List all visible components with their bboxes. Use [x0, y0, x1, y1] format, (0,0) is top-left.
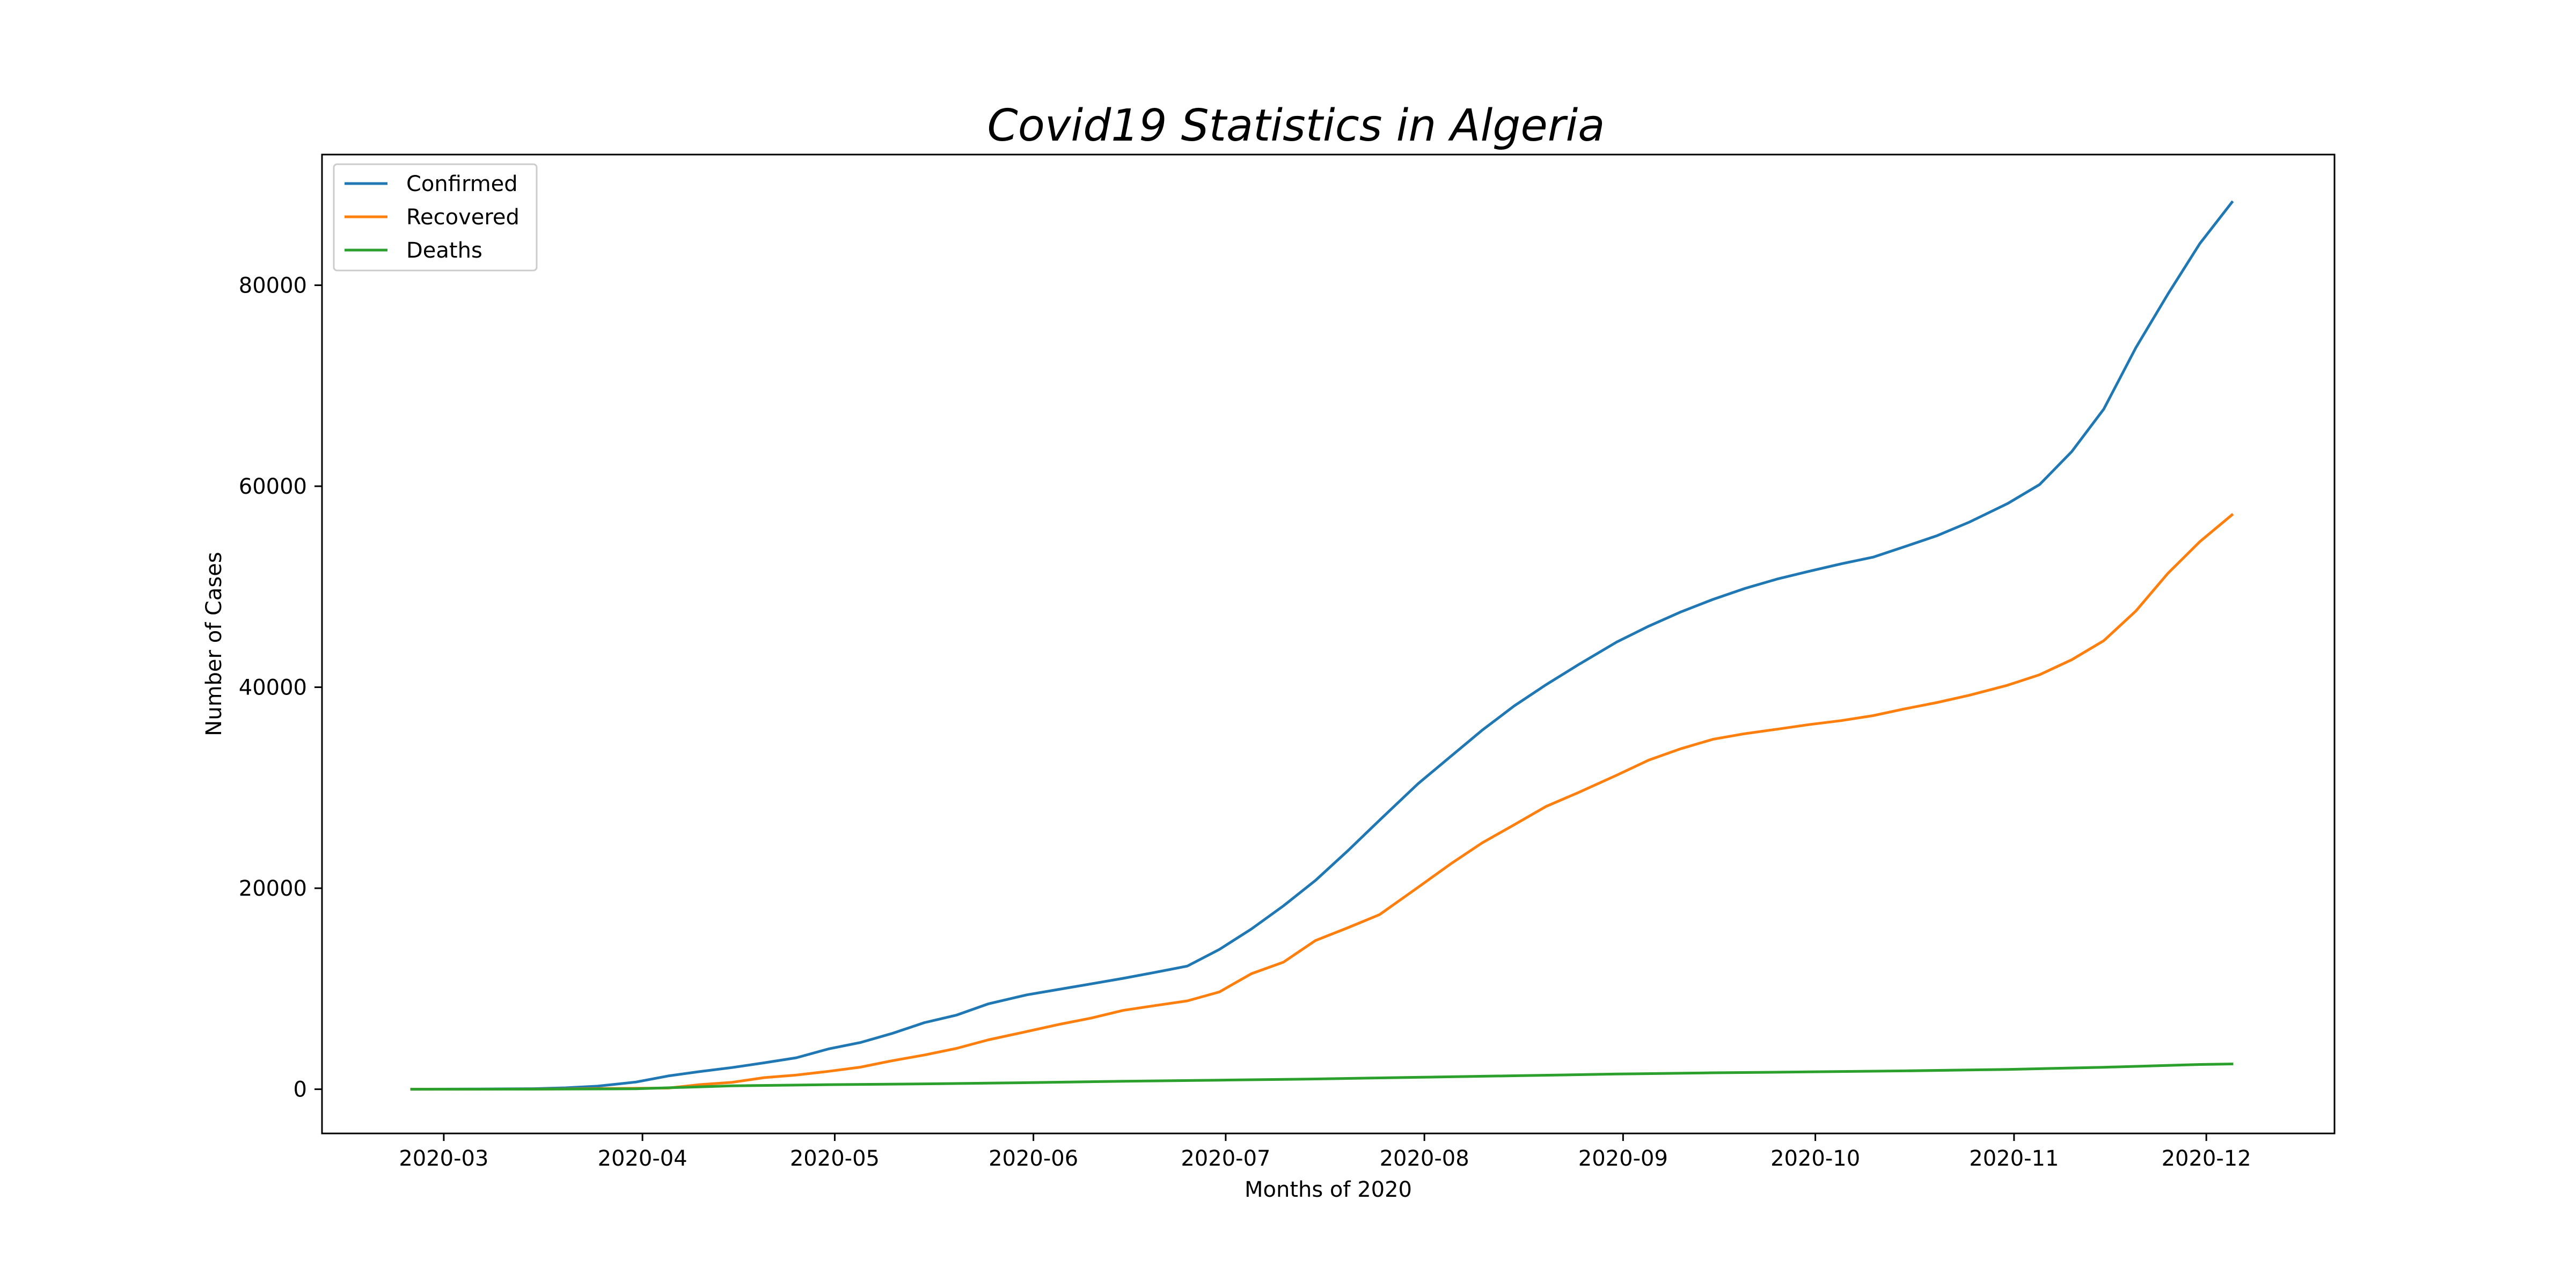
legend-box	[333, 163, 538, 272]
x-tick-label: 2020-04	[598, 1146, 687, 1171]
y-axis-ticks: 0 20000 40000 60000 80000	[239, 273, 322, 1102]
x-tick-label: 2020-05	[790, 1146, 880, 1171]
x-tick-label: 2020-07	[1181, 1146, 1270, 1171]
x-axis-ticks: 2020-03 2020-04 2020-05 2020-06 2020-07 2020-…	[399, 1133, 2251, 1171]
x-tick-label: 2020-12	[2162, 1146, 2251, 1171]
y-tick-label: 0	[294, 1078, 307, 1102]
x-tick-label: 2020-06	[989, 1146, 1078, 1171]
x-tick-label: 2020-03	[399, 1146, 488, 1171]
series-line-confirmed	[410, 200, 2234, 1091]
x-tick-label: 2020-08	[1380, 1146, 1469, 1171]
legend-label-deaths: Deaths	[406, 238, 482, 263]
x-tick-label: 2020-09	[1578, 1146, 1668, 1171]
y-tick-label: 40000	[239, 676, 307, 700]
y-tick-label: 80000	[239, 273, 307, 298]
y-axis-label: Number of Cases	[202, 552, 226, 736]
series-line-recovered	[410, 513, 2234, 1091]
legend: Confirmed Recovered Deaths	[333, 163, 538, 272]
x-tick-label: 2020-11	[1969, 1146, 2059, 1171]
legend-label-recovered: Recovered	[406, 205, 519, 230]
series-lines	[410, 200, 2234, 1091]
x-axis-label: Months of 2020	[1245, 1177, 1412, 1202]
x-tick-label: 2020-10	[1770, 1146, 1860, 1171]
legend-label-confirmed: Confirmed	[406, 172, 518, 196]
y-tick-label: 20000	[239, 876, 307, 901]
plot-area-frame	[321, 153, 2336, 1135]
chart-title: Covid19 Statistics in Algeria	[987, 100, 1605, 151]
y-tick-label: 60000	[239, 474, 307, 499]
series-line-deaths	[410, 1062, 2234, 1091]
